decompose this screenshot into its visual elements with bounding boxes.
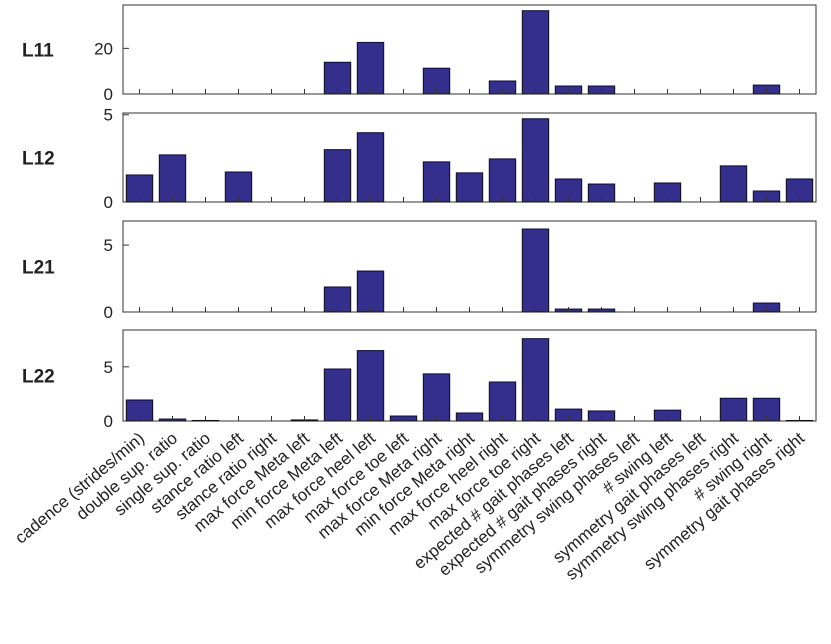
bar [356, 132, 385, 203]
axes-frame [122, 220, 817, 313]
bar [158, 154, 187, 203]
bar [521, 338, 550, 422]
y-tick-label: 0 [104, 85, 113, 104]
bar [356, 270, 385, 313]
bar [224, 171, 253, 203]
bar [521, 118, 550, 203]
bar [488, 381, 517, 422]
panel-label: L22 [22, 367, 55, 388]
axes-frame [122, 4, 817, 95]
bar [488, 158, 517, 203]
bar [356, 41, 385, 95]
y-tick-label: 5 [104, 236, 113, 255]
bar [521, 228, 550, 313]
bar [422, 373, 451, 422]
panel-label: L11 [22, 41, 54, 62]
bar [356, 350, 385, 422]
y-tick-label: 5 [104, 106, 113, 125]
y-tick-label: 0 [104, 193, 113, 212]
y-tick-label: 0 [104, 303, 113, 322]
bar [422, 161, 451, 203]
bar [323, 61, 352, 95]
y-tick-label: 20 [94, 39, 113, 58]
bar [323, 368, 352, 422]
bar [719, 165, 748, 203]
x-tick-label: cadence (strides/min) [11, 429, 148, 548]
panel-label: L21 [22, 258, 55, 279]
bar [521, 10, 550, 95]
bar [323, 149, 352, 203]
y-tick-label: 0 [104, 412, 113, 431]
axes-frame [122, 329, 817, 422]
y-tick-label: 5 [104, 358, 113, 377]
panel-label: L12 [22, 149, 55, 170]
